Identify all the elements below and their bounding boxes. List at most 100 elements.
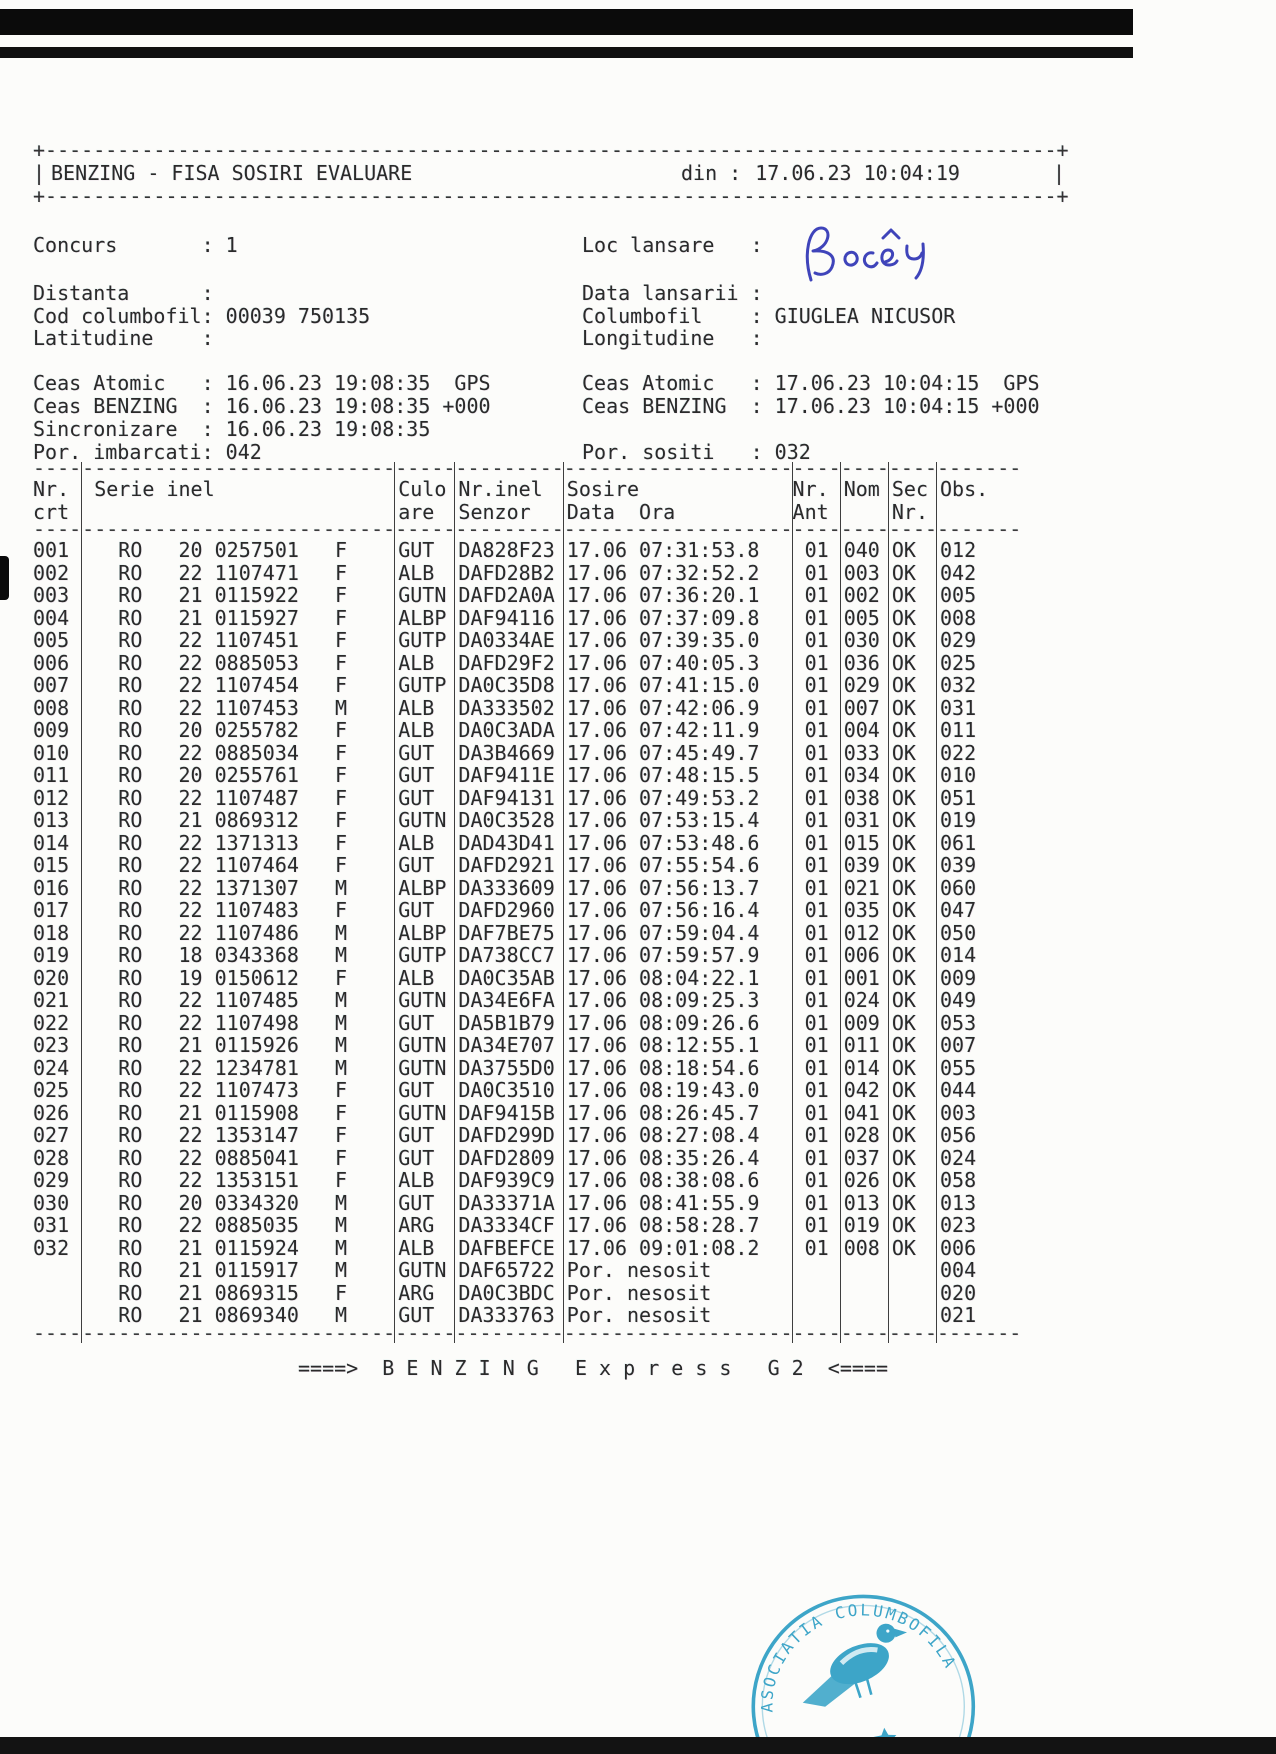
table-row-014-senzor: DAD43D41	[454, 831, 562, 854]
table-row-026-obs: 003	[936, 1101, 1020, 1124]
table-row-015-sec: OK	[887, 854, 936, 877]
table-row-021-sec: OK	[887, 989, 936, 1012]
table-row-029-nr: 029	[33, 1169, 70, 1192]
table-row-026-serie: RO 21 0115908 F	[81, 1101, 394, 1124]
table-row-007-nr: 007	[33, 674, 70, 697]
table-row-032-nom: 008	[839, 1236, 888, 1259]
table-row-nesosit-34-ant	[791, 1304, 840, 1327]
table-row-004-sosire: 17.06 07:37:09.8	[562, 606, 792, 629]
table-row-011-senzor: DAF9411E	[454, 764, 562, 787]
table-row-008: 008 RO 22 1107453 M ALB DA333502 17.06 07:4…	[33, 696, 1020, 719]
table-header-row-2-nom	[839, 500, 888, 523]
table-header-row-1-serie: Serie inel	[81, 478, 394, 501]
table-row-001-nr: 001	[33, 539, 70, 562]
table-row-016-sec: OK	[887, 876, 936, 899]
table-row-nesosit-32-obs: 004	[936, 1259, 1020, 1282]
table-row-020-senzor: DA0C35AB	[454, 966, 562, 989]
table-row-024-serie: RO 22 1234781 M	[81, 1056, 394, 1079]
table-row-023-obs: 007	[936, 1034, 1020, 1057]
table-row-011: 011 RO 20 0255761 F GUT DAF9411E 17.06 07:4…	[33, 764, 1020, 787]
table-row-009-sec: OK	[887, 719, 936, 742]
table-row-009-obs: 011	[936, 719, 1020, 742]
table-row-008-sosire: 17.06 07:42:06.9	[562, 696, 792, 719]
table-row-015-obs: 039	[936, 854, 1020, 877]
table-row-029-nom: 026	[839, 1169, 888, 1192]
table-row-032-nr: 032	[33, 1236, 70, 1259]
table-border-bottom-nr: -----	[33, 1326, 82, 1343]
stamp-outer-ring	[751, 1594, 976, 1754]
table-row-nesosit-32-nom	[839, 1259, 888, 1282]
table-row-nesosit-32-ant	[791, 1259, 840, 1282]
table-row-026-ant: 01	[791, 1101, 840, 1124]
table-row-010-nr: 010	[33, 741, 70, 764]
table-row-006-sec: OK	[887, 651, 936, 674]
table-row-023-nr: 023	[33, 1034, 70, 1057]
table-row-009-sosire: 17.06 07:42:11.9	[562, 719, 792, 742]
field-data-lansarii: Data lansarii :	[582, 281, 763, 305]
table-row-017-nr: 017	[33, 899, 70, 922]
table-header-row-2: crt are Senzor Data Ora Ant Nr.	[33, 500, 1020, 523]
table-border-mid-obs: --------	[936, 523, 1021, 539]
table-header-row-1-senzor: Nr.inel	[454, 478, 562, 501]
table-row-006-nr: 006	[33, 651, 70, 674]
table-row-006-sosire: 17.06 07:40:05.3	[562, 651, 792, 674]
table-row-023-culoare: GUTN	[394, 1034, 454, 1057]
table-border-bottom-ant: -----	[791, 1326, 840, 1343]
table-row-018-nom: 012	[839, 921, 888, 944]
table-row-nesosit-32: RO 21 0115917 M GUTN DAF65722 Por. nesosit 0…	[33, 1259, 1020, 1282]
table-row-005-obs: 029	[936, 629, 1020, 652]
table-row-nesosit-32-sosire: Por. nesosit	[562, 1259, 792, 1282]
table-row-018-senzor: DAF7BE75	[454, 921, 562, 944]
table-row-014-sec: OK	[887, 831, 936, 854]
table-row-004-culoare: ALBP	[394, 606, 454, 629]
table-row-030-nr: 030	[33, 1191, 70, 1214]
table-row-nesosit-33-culoare: ARG	[394, 1281, 454, 1304]
table-row-009-senzor: DA0C3ADA	[454, 719, 562, 742]
table-row-018-ant: 01	[791, 921, 840, 944]
table-row-015-ant: 01	[791, 854, 840, 877]
table-header-row-2-culoare: are	[394, 500, 454, 523]
table-row-003-senzor: DAFD2A0A	[454, 584, 562, 607]
table-row-012-nom: 038	[839, 786, 888, 809]
scan-artifact-top-bar	[0, 9, 1133, 35]
table-row-018-sosire: 17.06 07:59:04.4	[562, 921, 792, 944]
table-row-005-sec: OK	[887, 629, 936, 652]
table-row-013: 013 RO 21 0869312 F GUTN DA0C3528 17.06 07:…	[33, 809, 1020, 832]
table-row-027-sec: OK	[887, 1124, 936, 1147]
table-row-010: 010 RO 22 0885034 F GUT DA3B4669 17.06 07:4…	[33, 741, 1020, 764]
table-row-020-culoare: ALB	[394, 966, 454, 989]
table-row-014-ant: 01	[791, 831, 840, 854]
table-row-nesosit-33-sosire: Por. nesosit	[562, 1281, 792, 1304]
table-row-017-serie: RO 22 1107483 F	[81, 899, 394, 922]
table-row-020-nom: 001	[839, 966, 888, 989]
table-header-row-2-sec: Nr.	[887, 500, 936, 523]
table-row-027-ant: 01	[791, 1124, 840, 1147]
table-row-006-culoare: ALB	[394, 651, 454, 674]
table-row-027-serie: RO 22 1353147 F	[81, 1124, 394, 1147]
table-row-011-obs: 010	[936, 764, 1020, 787]
table-row-009-serie: RO 20 0255782 F	[81, 719, 394, 742]
table-row-008-culoare: ALB	[394, 696, 454, 719]
table-row-019-serie: RO 18 0343368 M	[81, 944, 394, 967]
table-row-009-culoare: ALB	[394, 719, 454, 742]
table-row-008-nr: 008	[33, 696, 70, 719]
table-row-021-obs: 049	[936, 989, 1020, 1012]
table-row-016-ant: 01	[791, 876, 840, 899]
table-row-001-obs: 012	[936, 539, 1020, 562]
table-row-028-sosire: 17.06 08:35:26.4	[562, 1146, 792, 1169]
table-row-018-nr: 018	[33, 921, 70, 944]
table-row-nesosit-32-serie: RO 21 0115917 M	[81, 1259, 394, 1282]
table-row-002-culoare: ALB	[394, 561, 454, 584]
table-row-025-nr: 025	[33, 1079, 70, 1102]
table-border-mid-ant: -----	[791, 523, 840, 539]
table-row-006-serie: RO 22 0885053 F	[81, 651, 394, 674]
table-row-006: 006 RO 22 0885053 F ALB DAFD29F2 17.06 07:4…	[33, 651, 1020, 674]
table-row-024-ant: 01	[791, 1056, 840, 1079]
table-row-012-culoare: GUT	[394, 786, 454, 809]
table-border-top-sec: -----	[887, 462, 937, 478]
table-border-bottom-sosire: --------------------	[562, 1326, 792, 1343]
title-box-pipe-left: |	[33, 161, 46, 185]
table-row-032-obs: 006	[936, 1236, 1020, 1259]
table-border-bottom-serie: ---------------------------	[81, 1326, 395, 1343]
table-header-row-1-culoare: Culo	[394, 478, 454, 501]
